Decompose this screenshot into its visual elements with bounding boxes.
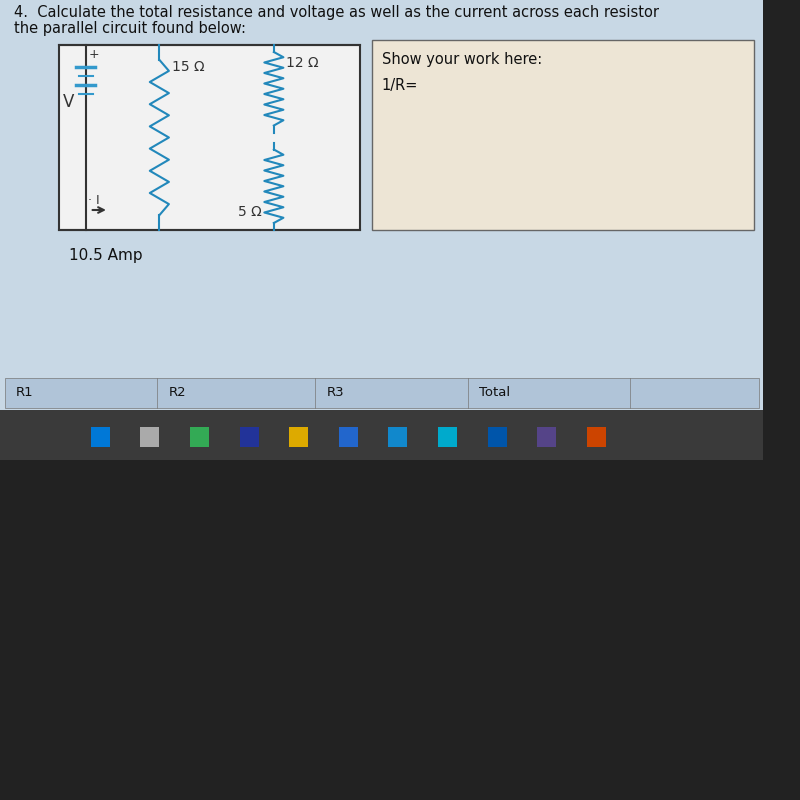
Text: 10.5 Amp: 10.5 Amp xyxy=(69,248,142,263)
Bar xyxy=(140,427,159,447)
Text: 1/R=: 1/R= xyxy=(382,78,418,93)
Text: the parallel circuit found below:: the parallel circuit found below: xyxy=(14,21,246,36)
Bar xyxy=(0,460,763,800)
Bar xyxy=(0,0,763,410)
Bar xyxy=(388,427,407,447)
FancyBboxPatch shape xyxy=(372,40,754,230)
Text: V: V xyxy=(63,93,74,111)
Text: R3: R3 xyxy=(326,386,344,399)
Text: R2: R2 xyxy=(169,386,186,399)
Text: 15 Ω: 15 Ω xyxy=(172,60,204,74)
Bar xyxy=(90,427,110,447)
Bar xyxy=(488,427,506,447)
Bar xyxy=(438,427,457,447)
Bar xyxy=(0,410,763,460)
Text: 4.  Calculate the total resistance and voltage as well as the current across eac: 4. Calculate the total resistance and vo… xyxy=(14,5,659,20)
Text: Show your work here:: Show your work here: xyxy=(382,52,542,67)
Text: 12 Ω: 12 Ω xyxy=(286,56,319,70)
Bar xyxy=(289,427,308,447)
Bar xyxy=(5,378,758,408)
Bar xyxy=(338,427,358,447)
Bar xyxy=(190,427,209,447)
Text: 5 Ω: 5 Ω xyxy=(238,205,262,219)
Bar xyxy=(538,427,556,447)
Text: Total: Total xyxy=(479,386,510,399)
Text: R1: R1 xyxy=(16,386,34,399)
Text: · I: · I xyxy=(88,194,99,206)
Bar xyxy=(587,427,606,447)
FancyBboxPatch shape xyxy=(59,45,360,230)
Text: +: + xyxy=(89,49,99,62)
Bar xyxy=(239,427,258,447)
